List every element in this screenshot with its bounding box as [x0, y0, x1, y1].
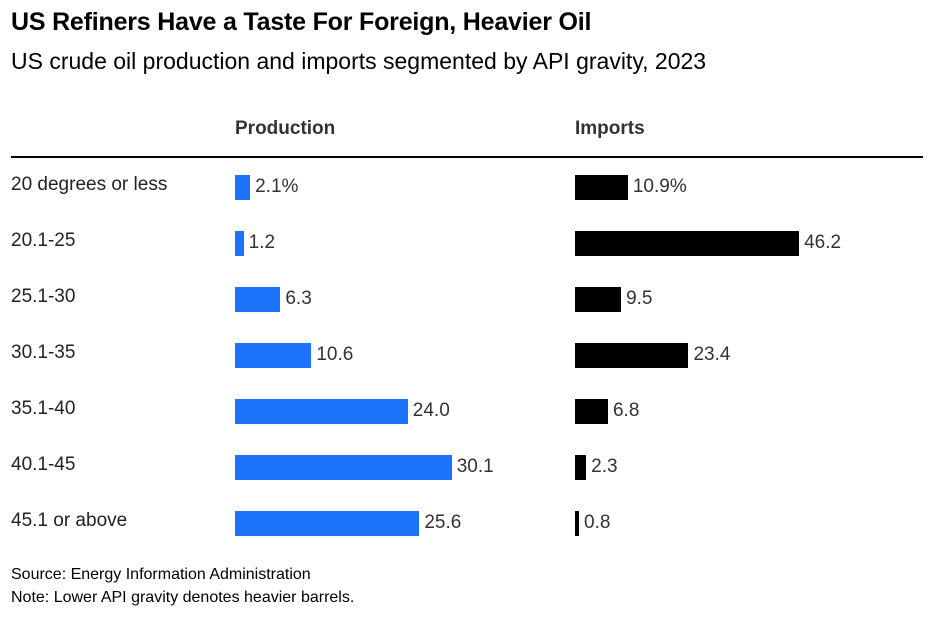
imports-bar — [575, 287, 622, 312]
category-label: 25.1-30 — [11, 286, 76, 307]
imports-bar — [575, 231, 800, 256]
production-value-label: 25.6 — [424, 512, 462, 533]
category-label: 40.1-45 — [11, 454, 76, 475]
imports-value-label: 9.5 — [626, 288, 653, 309]
chart-title: US Refiners Have a Taste For Foreign, He… — [11, 8, 592, 36]
imports-bar — [575, 175, 628, 200]
category-label: 20.1-25 — [11, 230, 76, 251]
imports-bar — [575, 511, 579, 536]
imports-bar — [575, 343, 689, 368]
production-bar — [235, 287, 281, 312]
imports-bar — [575, 399, 608, 424]
category-label: 30.1-35 — [11, 342, 76, 363]
source-note: Source: Energy Information Administratio… — [11, 566, 311, 583]
category-label: 35.1-40 — [11, 398, 76, 419]
imports-value-label: 0.8 — [584, 512, 611, 533]
imports-value-label: 2.3 — [591, 456, 618, 477]
production-value-label: 24.0 — [412, 400, 450, 421]
production-column-header: Production — [235, 118, 336, 139]
footnote: Note: Lower API gravity denotes heavier … — [11, 589, 355, 606]
imports-value-label: 46.2 — [804, 232, 842, 253]
header-divider — [11, 156, 923, 158]
production-bar — [235, 343, 312, 368]
production-value-label: 6.3 — [285, 288, 312, 309]
production-value-label: 10.6 — [316, 344, 354, 365]
imports-bar — [575, 455, 587, 480]
category-label: 20 degrees or less — [11, 174, 168, 195]
production-value-label: 2.1% — [255, 176, 299, 197]
production-bar — [235, 399, 408, 424]
production-value-label: 30.1 — [456, 456, 494, 477]
production-bar — [235, 455, 452, 480]
imports-value-label: 6.8 — [612, 400, 640, 421]
imports-column-header: Imports — [575, 118, 645, 139]
production-bar — [235, 231, 244, 256]
production-value-label: 1.2 — [248, 232, 276, 253]
imports-value-label: 10.9% — [632, 176, 687, 197]
production-bar — [235, 511, 420, 536]
imports-value-label: 23.4 — [693, 344, 731, 365]
category-label: 45.1 or above — [11, 510, 128, 531]
chart-subtitle: US crude oil production and imports segm… — [11, 48, 707, 74]
production-bar — [235, 175, 251, 200]
